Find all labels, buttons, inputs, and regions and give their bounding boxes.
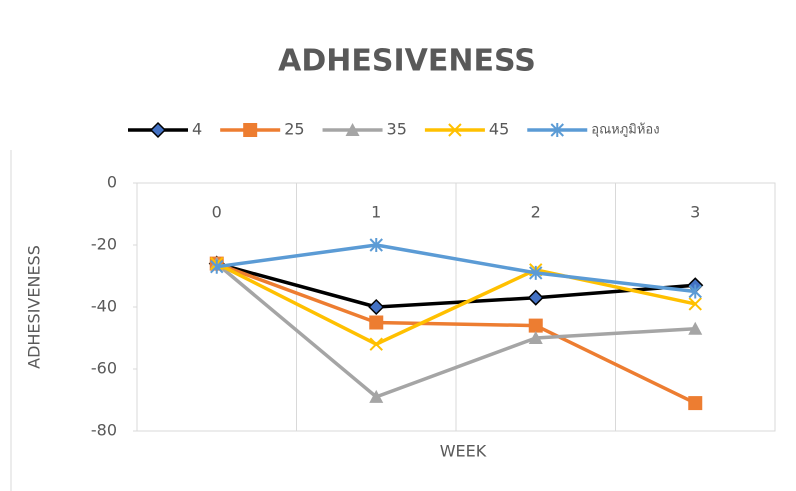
marker-shape [448,123,462,137]
legend-marker [243,123,258,137]
y-tick-label: 0 [107,173,117,192]
marker-shape [243,123,258,137]
marker-shape [369,315,384,330]
marker-shape [368,298,385,316]
marker-shape [369,238,383,252]
series-line [215,262,696,399]
data-point [527,289,544,306]
data-point [369,337,383,351]
marker-shape [369,337,383,351]
data-point [368,298,385,316]
marker-shape [528,331,543,344]
data-point [210,259,224,274]
data-point [688,396,703,411]
data-point [528,331,543,344]
series-line [216,261,697,405]
series-line [216,261,696,309]
data-point [369,389,384,403]
data-point [369,238,383,252]
x-axis-title: WEEK [440,442,487,461]
y-tick-label: -40 [91,297,117,316]
data-point [688,297,702,311]
marker-shape [688,396,703,411]
legend-label: อุณหภูมิห้อง [591,123,659,138]
series-line [216,243,696,294]
legend-marker [149,121,167,139]
x-tick-label: 0 [212,203,222,222]
y-axis-title: ADHESIVENESS [25,245,44,369]
legend-marker [448,123,462,137]
marker-shape [688,297,702,311]
legend-label: 25 [284,120,304,139]
x-tick-label: 1 [371,203,381,222]
marker-shape [149,121,167,139]
chart-title: ADHESIVENESS [278,44,536,79]
marker-shape [345,123,360,136]
data-point [528,318,543,333]
data-point [688,321,703,335]
marker-shape [369,389,384,403]
y-tick-label: -20 [91,235,117,254]
legend-label: 4 [192,120,202,139]
data-point [529,265,543,280]
y-tick-label: -60 [91,359,117,378]
marker-shape [688,284,702,299]
data-point [688,284,702,299]
legend-label: 45 [489,120,509,139]
marker-shape [529,265,543,280]
x-tick-label: 3 [690,203,700,222]
y-tick-label: -80 [91,421,117,440]
marker-shape [688,321,703,335]
legend-marker [550,123,564,137]
series-line [215,262,696,346]
legend-marker [345,123,360,136]
marker-shape [210,259,224,274]
marker-shape [527,289,544,306]
data-point [369,315,384,330]
x-tick-label: 2 [531,203,541,222]
legend-label: 35 [387,120,407,139]
marker-shape [550,123,564,137]
marker-shape [528,318,543,333]
